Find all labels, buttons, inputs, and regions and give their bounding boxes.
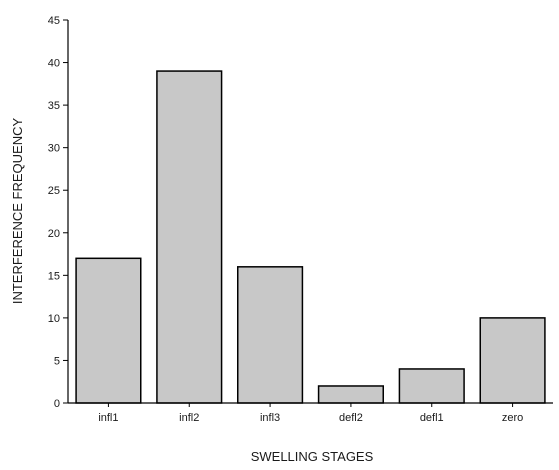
x-tick-label: defl2 <box>339 412 363 424</box>
bar-infl1 <box>75 257 142 404</box>
bar-defl1 <box>398 368 465 404</box>
x-ticks-layer: infl1 infl2 infl3 defl2 defl1 zero <box>98 403 523 424</box>
x-axis-title: SWELLING STAGES <box>251 449 374 464</box>
y-tick-label: 30 <box>48 143 60 155</box>
x-tick-label: zero <box>502 412 523 424</box>
y-tick-label: 20 <box>48 228 60 240</box>
axes-layer <box>67 20 553 404</box>
bars-layer <box>75 70 546 404</box>
y-tick-label: 25 <box>48 185 60 197</box>
x-tick-label: infl3 <box>260 412 280 424</box>
y-tick-label: 10 <box>48 313 60 325</box>
bar-infl3 <box>237 266 304 404</box>
bar-defl2 <box>317 385 385 404</box>
x-tick-label: defl1 <box>420 412 444 424</box>
y-tick-label: 5 <box>54 355 60 367</box>
y-tick-label: 40 <box>48 58 60 70</box>
y-tick-label: 45 <box>48 15 60 27</box>
bar-zero <box>479 317 546 404</box>
x-tick-label: infl1 <box>98 412 118 424</box>
y-tick-label: 15 <box>48 270 60 282</box>
bar-infl2 <box>156 70 223 404</box>
y-ticks-layer: 0 5 10 15 20 25 30 35 40 45 <box>48 15 68 410</box>
y-tick-label: 35 <box>48 100 60 112</box>
x-tick-label: infl2 <box>179 412 199 424</box>
y-tick-label: 0 <box>54 398 60 410</box>
y-axis-title: INTERFERENCE FREQUENCY <box>10 118 25 305</box>
